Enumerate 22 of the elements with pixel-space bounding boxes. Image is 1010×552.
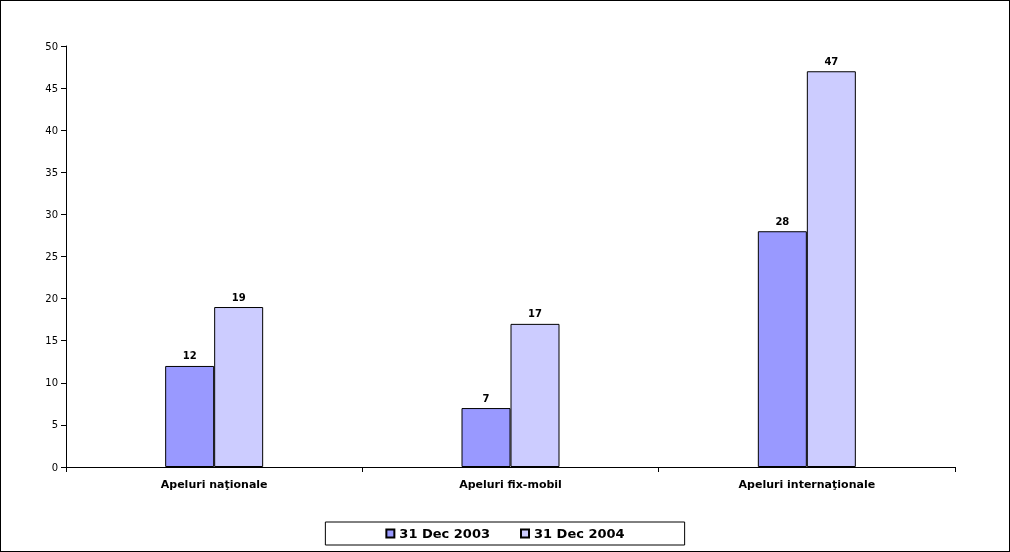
y-tick-label: 35 (45, 166, 58, 178)
y-tick-label: 40 (45, 124, 58, 136)
y-tick-label: 45 (45, 82, 58, 94)
y-tick-label: 25 (45, 251, 58, 262)
y-tick-label: 50 (45, 40, 58, 52)
y-tick-label: 10 (45, 377, 58, 389)
legend-label: 31 Dec 2004 (534, 526, 625, 541)
data-label: 17 (528, 308, 542, 320)
data-label: 12 (182, 350, 197, 362)
y-tick-label: 20 (45, 293, 58, 305)
legend-label: 31 Dec 2003 (399, 526, 490, 541)
data-label: 7 (482, 392, 490, 404)
y-tick-label: 15 (45, 335, 58, 347)
y-tick-label: 0 (51, 461, 58, 473)
data-label: 19 (231, 291, 246, 303)
x-tick-label: Apeluri fix-mobil (459, 478, 562, 491)
y-tick-label: 30 (45, 208, 58, 220)
x-tick-label: Apeluri naţionale (160, 478, 268, 491)
x-tick-label: Apeluri internaţionale (738, 478, 876, 491)
data-label: 28 (775, 215, 790, 227)
data-label: 47 (824, 55, 839, 67)
y-tick-label: 5 (51, 419, 58, 431)
